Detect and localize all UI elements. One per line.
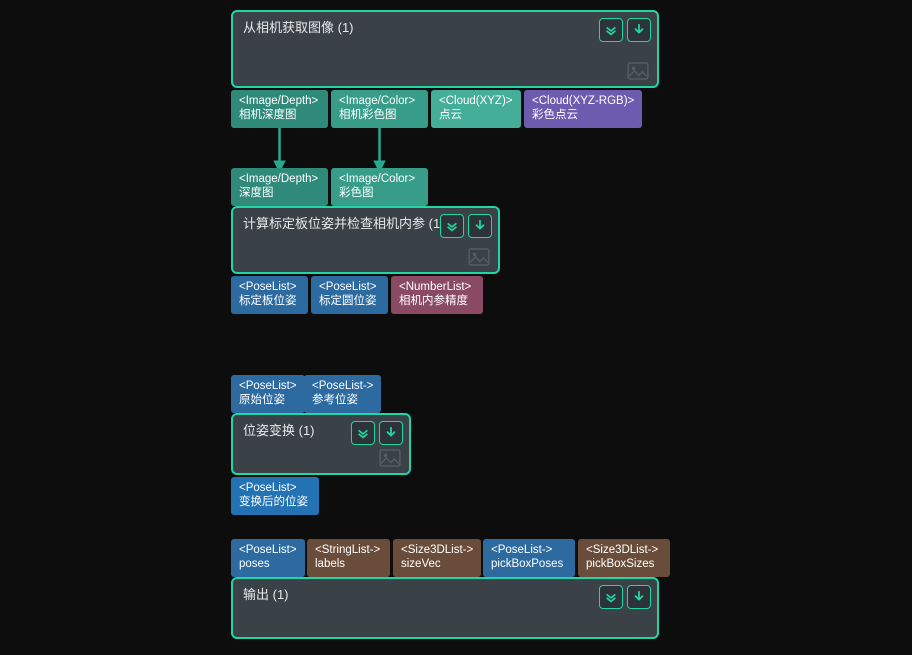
port-type: <Image/Color>: [339, 172, 420, 186]
port-type: <PoseList>: [239, 379, 297, 393]
collapse-button[interactable]: [351, 421, 375, 445]
collapse-button[interactable]: [599, 585, 623, 609]
node-title: 输出 (1): [243, 587, 647, 603]
port-label: labels: [315, 557, 382, 571]
port-calib_in_depth[interactable]: <Image/Depth>深度图: [231, 168, 328, 206]
run-button[interactable]: [468, 214, 492, 238]
port-type: <Size3DList->: [586, 543, 662, 557]
node-controls: [599, 18, 651, 42]
run-button[interactable]: [627, 18, 651, 42]
image-preview-icon: [468, 248, 490, 266]
node-title: 从相机获取图像 (1): [243, 20, 647, 36]
port-label: 彩色点云: [532, 108, 634, 122]
port-calib_out_num[interactable]: <NumberList>相机内参精度: [391, 276, 483, 314]
port-label: 标定圆位姿: [319, 294, 380, 308]
run-button[interactable]: [379, 421, 403, 445]
collapse-button[interactable]: [440, 214, 464, 238]
node-controls: [599, 585, 651, 609]
port-label: 原始位姿: [239, 393, 297, 407]
port-type: <Image/Depth>: [239, 172, 320, 186]
node-calib[interactable]: 计算标定板位姿并检查相机内参 (1): [231, 206, 500, 274]
port-label: 参考位姿: [312, 393, 373, 407]
node-poseXf[interactable]: 位姿变换 (1): [231, 413, 411, 475]
port-type: <Image/Depth>: [239, 94, 320, 108]
port-cam_out_depth[interactable]: <Image/Depth>相机深度图: [231, 90, 328, 128]
port-calib_in_color[interactable]: <Image/Color>彩色图: [331, 168, 428, 206]
port-calib_out_circ[interactable]: <PoseList>标定圆位姿: [311, 276, 388, 314]
port-label: 相机内参精度: [399, 294, 475, 308]
port-out_in_pickP[interactable]: <PoseList->pickBoxPoses: [483, 539, 575, 577]
image-preview-icon: [379, 449, 401, 467]
port-type: <PoseList>: [319, 280, 380, 294]
port-xf_out_pose[interactable]: <PoseList>变换后的位姿: [231, 477, 319, 515]
collapse-button[interactable]: [599, 18, 623, 42]
port-type: <PoseList>: [239, 543, 297, 557]
port-xf_in_ref[interactable]: <PoseList->参考位姿: [304, 375, 381, 413]
port-type: <PoseList>: [239, 280, 300, 294]
port-type: <PoseList>: [239, 481, 311, 495]
port-out_in_labels[interactable]: <StringList->labels: [307, 539, 390, 577]
port-label: 深度图: [239, 186, 320, 200]
port-label: 点云: [439, 108, 513, 122]
port-type: <StringList->: [315, 543, 382, 557]
port-cam_out_color[interactable]: <Image/Color>相机彩色图: [331, 90, 428, 128]
port-label: pickBoxSizes: [586, 557, 662, 571]
port-label: 彩色图: [339, 186, 420, 200]
port-out_in_sizeVec[interactable]: <Size3DList->sizeVec: [393, 539, 481, 577]
port-label: 相机深度图: [239, 108, 320, 122]
port-label: 变换后的位姿: [239, 495, 311, 509]
port-label: sizeVec: [401, 557, 473, 571]
port-label: 标定板位姿: [239, 294, 300, 308]
port-label: 相机彩色图: [339, 108, 420, 122]
port-type: <NumberList>: [399, 280, 475, 294]
port-label: pickBoxPoses: [491, 557, 567, 571]
port-cam_out_cloud2[interactable]: <Cloud(XYZ-RGB)>彩色点云: [524, 90, 642, 128]
node-controls: [351, 421, 403, 445]
port-out_in_pickS[interactable]: <Size3DList->pickBoxSizes: [578, 539, 670, 577]
run-button[interactable]: [627, 585, 651, 609]
port-type: <Cloud(XYZ-RGB)>: [532, 94, 634, 108]
node-output[interactable]: 输出 (1): [231, 577, 659, 639]
port-calib_out_board[interactable]: <PoseList>标定板位姿: [231, 276, 308, 314]
port-type: <Image/Color>: [339, 94, 420, 108]
port-label: poses: [239, 557, 297, 571]
node-camera[interactable]: 从相机获取图像 (1): [231, 10, 659, 88]
node-controls: [440, 214, 492, 238]
port-xf_in_orig[interactable]: <PoseList>原始位姿: [231, 375, 305, 413]
flow-canvas[interactable]: 从相机获取图像 (1) 计算标定板位姿并检查相机内参 (1) 位姿变换 (1) 输出 …: [0, 0, 912, 655]
port-cam_out_cloud[interactable]: <Cloud(XYZ)>点云: [431, 90, 521, 128]
port-type: <Cloud(XYZ)>: [439, 94, 513, 108]
port-out_in_poses[interactable]: <PoseList>poses: [231, 539, 305, 577]
port-type: <PoseList->: [491, 543, 567, 557]
port-type: <Size3DList->: [401, 543, 473, 557]
image-preview-icon: [627, 62, 649, 80]
port-type: <PoseList->: [312, 379, 373, 393]
